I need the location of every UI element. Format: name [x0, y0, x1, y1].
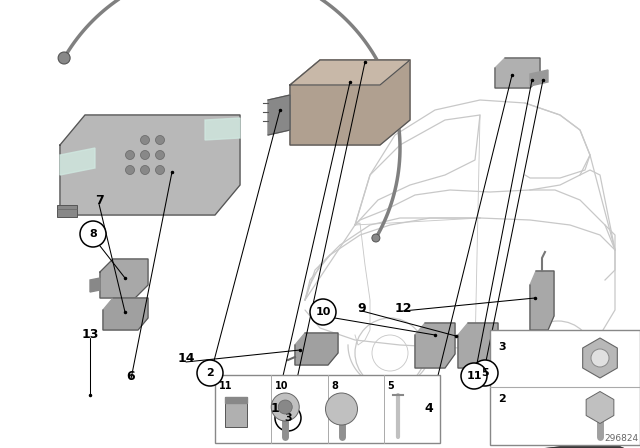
- Circle shape: [80, 221, 106, 247]
- Text: 12: 12: [394, 302, 412, 314]
- Text: 7: 7: [95, 194, 104, 207]
- Text: 10: 10: [316, 307, 331, 317]
- Text: 1: 1: [271, 401, 280, 414]
- Polygon shape: [295, 333, 338, 365]
- Circle shape: [278, 400, 292, 414]
- Text: 9: 9: [358, 302, 366, 314]
- Text: 5: 5: [481, 368, 489, 378]
- Polygon shape: [530, 70, 548, 86]
- Circle shape: [125, 165, 134, 175]
- Circle shape: [472, 360, 498, 386]
- Polygon shape: [505, 447, 635, 448]
- Text: 2: 2: [498, 393, 506, 404]
- Text: 2: 2: [206, 368, 214, 378]
- Circle shape: [271, 393, 300, 421]
- Polygon shape: [290, 60, 410, 145]
- Text: 6: 6: [127, 370, 135, 383]
- Circle shape: [58, 52, 70, 64]
- Polygon shape: [290, 60, 410, 85]
- Circle shape: [141, 165, 150, 175]
- Text: 3: 3: [498, 342, 506, 352]
- Circle shape: [326, 393, 358, 425]
- Polygon shape: [60, 148, 95, 175]
- Polygon shape: [90, 278, 100, 292]
- Circle shape: [141, 151, 150, 159]
- Text: 296824: 296824: [604, 434, 638, 443]
- Text: 13: 13: [81, 328, 99, 341]
- Bar: [57, 205, 77, 217]
- Circle shape: [591, 349, 609, 367]
- Circle shape: [125, 151, 134, 159]
- Polygon shape: [458, 323, 498, 368]
- Polygon shape: [225, 397, 247, 403]
- Circle shape: [197, 360, 223, 386]
- Polygon shape: [415, 323, 455, 368]
- Circle shape: [156, 165, 164, 175]
- Bar: [490, 330, 640, 445]
- Circle shape: [141, 135, 150, 145]
- Circle shape: [372, 234, 380, 242]
- Polygon shape: [100, 259, 148, 298]
- Text: 8: 8: [89, 229, 97, 239]
- Text: 14: 14: [177, 353, 195, 366]
- Polygon shape: [495, 58, 540, 88]
- Polygon shape: [530, 271, 554, 330]
- Circle shape: [310, 299, 336, 325]
- Text: 3: 3: [284, 413, 292, 423]
- Polygon shape: [60, 115, 240, 215]
- Polygon shape: [268, 95, 290, 135]
- Text: 5: 5: [388, 381, 394, 391]
- Text: 10: 10: [275, 381, 289, 391]
- Text: 8: 8: [332, 381, 339, 391]
- Bar: [215, 375, 440, 443]
- Circle shape: [275, 405, 301, 431]
- Circle shape: [461, 363, 487, 389]
- Bar: [225, 397, 247, 427]
- Text: 11: 11: [219, 381, 232, 391]
- Text: 4: 4: [424, 402, 433, 415]
- Polygon shape: [205, 118, 240, 140]
- Circle shape: [156, 151, 164, 159]
- Text: 11: 11: [467, 371, 482, 381]
- Circle shape: [156, 135, 164, 145]
- Polygon shape: [103, 298, 148, 330]
